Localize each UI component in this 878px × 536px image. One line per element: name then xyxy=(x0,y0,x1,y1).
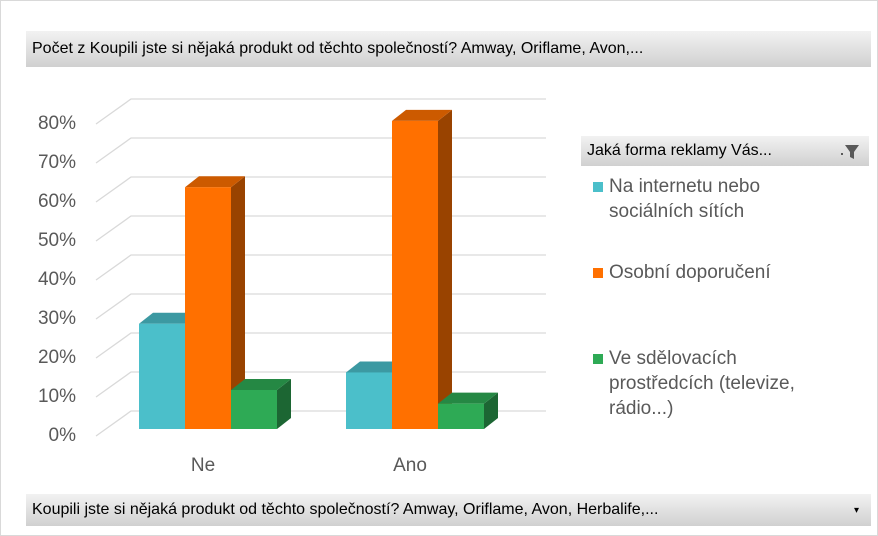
bar-front xyxy=(392,120,438,430)
bar-top xyxy=(346,361,406,373)
y-tick-label: 60% xyxy=(38,191,76,212)
y-tick-label: 50% xyxy=(38,230,76,251)
legend: Jaká forma reklamy Vás... Na internetu n… xyxy=(581,136,871,419)
y-tick-label: 70% xyxy=(38,152,76,173)
bar-side xyxy=(438,109,452,430)
bar-front xyxy=(185,187,231,429)
y-tick-label: 20% xyxy=(38,347,76,368)
bar xyxy=(438,392,498,429)
legend-label: Na internetu nebo sociálních sítích xyxy=(609,176,761,222)
y-tick-label: 10% xyxy=(38,386,76,407)
bar-front xyxy=(438,403,484,429)
bar-front xyxy=(231,390,277,429)
grid-line xyxy=(95,98,546,125)
y-tick-label: 30% xyxy=(38,308,76,329)
legend-label: Osobní doporučení xyxy=(609,262,771,283)
bar-side xyxy=(277,379,291,429)
legend-item: Ve sdělovacích prostředcích (televize, r… xyxy=(593,346,823,421)
dropdown-arrow: ▾ xyxy=(853,504,859,516)
legend-item: Na internetu nebo sociálních sítích xyxy=(593,174,823,224)
legend-swatch xyxy=(593,354,603,364)
y-tick-label: 80% xyxy=(38,113,76,134)
axis-field: Koupili jste si nějaká produkt od těchto… xyxy=(32,501,659,518)
legend-title: Jaká forma reklamy Vás... xyxy=(587,142,772,159)
axis-field-button[interactable]: Koupili jste si nějaká produkt od těchto… xyxy=(26,494,871,526)
bar xyxy=(392,109,452,430)
x-tick-label: Ne xyxy=(191,455,215,476)
bar-side xyxy=(231,176,245,429)
bar-top xyxy=(392,109,452,121)
grid-line xyxy=(95,176,546,203)
bar-top xyxy=(231,379,291,390)
grid-line xyxy=(95,137,546,164)
filter-icon xyxy=(841,145,859,159)
legend-swatch xyxy=(593,182,603,192)
legend-label: Ve sdělovacích prostředcích (televize, r… xyxy=(609,348,795,419)
x-tick-label: Ano xyxy=(393,455,427,476)
legend-item: Osobní doporučení xyxy=(593,260,823,285)
bar-top xyxy=(139,312,199,324)
bar xyxy=(185,176,245,429)
legend-swatch xyxy=(593,268,603,278)
bar xyxy=(231,379,291,429)
chart-title: Počet z Koupili jste si nějaká produkt o… xyxy=(26,31,871,67)
bar-top xyxy=(185,176,245,188)
grid-line xyxy=(95,254,546,281)
bar-front xyxy=(139,323,185,429)
y-tick-label: 40% xyxy=(38,269,76,290)
grid-line xyxy=(95,215,546,242)
bar-side xyxy=(484,392,498,429)
legend-filter[interactable]: Jaká forma reklamy Vás... xyxy=(581,136,869,166)
y-tick-label: 0% xyxy=(49,425,77,446)
bar-front xyxy=(346,372,392,429)
bar-top xyxy=(438,392,498,404)
